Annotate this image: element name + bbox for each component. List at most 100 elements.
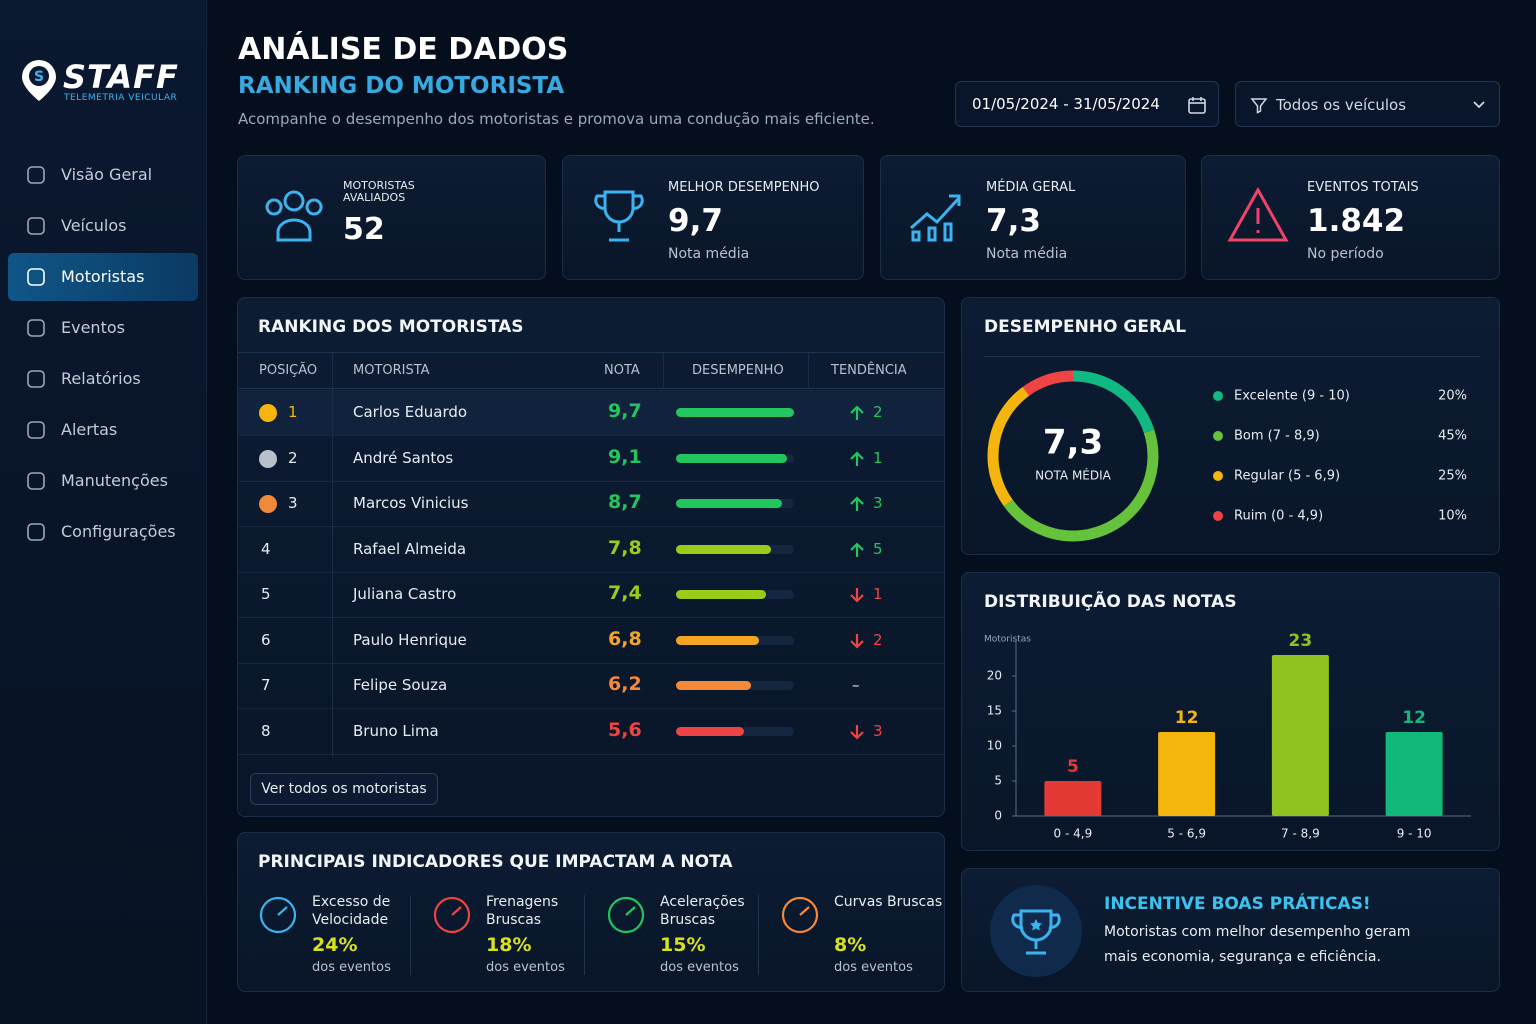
position: 1 bbox=[288, 403, 298, 421]
divider bbox=[984, 356, 1480, 357]
y-tick-label: 5 bbox=[994, 774, 1002, 788]
icon-shape bbox=[27, 523, 45, 541]
score: 8,7 bbox=[608, 491, 642, 513]
icon-shape bbox=[27, 166, 45, 184]
icon-shape bbox=[27, 217, 45, 235]
icon-shape bbox=[27, 472, 45, 490]
nav-item[interactable]: Manutenções bbox=[61, 471, 168, 490]
kpi-value: 7,3 bbox=[986, 203, 1041, 239]
kpi-icon bbox=[910, 194, 961, 242]
kpi-value: 52 bbox=[343, 212, 385, 247]
arrow bbox=[850, 496, 864, 511]
bar bbox=[1271, 655, 1329, 816]
table-row bbox=[238, 390, 944, 436]
nav-icon bbox=[27, 370, 45, 388]
kpi-value: 9,7 bbox=[668, 203, 723, 239]
indicator-note: dos eventos bbox=[660, 960, 739, 975]
incentive-text: mais economia, segurança e eficiência. bbox=[1104, 949, 1381, 965]
donut-chart: Excelente (9 - 10) 20% Bom (7 - 8,9) 45% Reg… bbox=[987, 370, 1467, 542]
nav-item[interactable]: Eventos bbox=[61, 318, 125, 337]
nav-icon bbox=[27, 217, 45, 235]
icon-shape bbox=[607, 896, 645, 934]
indicator-value: 8% bbox=[834, 934, 867, 956]
score-bar bbox=[676, 681, 752, 690]
trend: 1 bbox=[873, 448, 883, 467]
indicator-icon bbox=[781, 896, 819, 934]
donut-title: DESEMPENHO GERAL bbox=[984, 317, 1187, 337]
indicators-card: PRINCIPAIS INDICADORES QUE IMPACTAM A NO… bbox=[237, 832, 945, 992]
column-header: DESEMPENHO bbox=[692, 363, 784, 378]
driver-name: Felipe Souza bbox=[353, 676, 448, 694]
trend-arrow bbox=[850, 496, 864, 511]
nav-item[interactable]: Motoristas bbox=[61, 267, 145, 286]
kpi-card: MÉDIA GERAL 7,3 Nota média bbox=[880, 155, 1186, 280]
table-row bbox=[238, 527, 944, 573]
date-picker[interactable]: 01/05/2024 - 31/05/2024 bbox=[955, 81, 1219, 127]
sidebar: S STAFF TELEMETRIA VEICULAR Visão Geral V… bbox=[0, 0, 207, 1024]
kpi-card: EVENTOS TOTAIS 1.842 No período bbox=[1201, 155, 1500, 280]
svg-text:S: S bbox=[34, 69, 44, 85]
indicator-name: Acelerações Bruscas bbox=[660, 894, 745, 928]
score: 6,2 bbox=[608, 673, 642, 695]
y-tick-label: 20 bbox=[987, 669, 1002, 683]
icon-shape bbox=[27, 319, 45, 337]
nav-item[interactable]: Relatórios bbox=[61, 369, 141, 388]
position: 4 bbox=[261, 539, 271, 558]
divider bbox=[410, 895, 411, 975]
nav-icon bbox=[27, 319, 45, 337]
driver-name: André Santos bbox=[353, 448, 454, 467]
driver-name: Bruno Lima bbox=[353, 721, 439, 740]
kpi-label: MOTORISTAS AVALIADOS bbox=[343, 179, 415, 204]
driver-name: Carlos Eduardo bbox=[353, 403, 468, 421]
trend: 1 bbox=[873, 585, 883, 603]
arrow bbox=[850, 450, 864, 466]
icon-shape bbox=[594, 190, 644, 242]
indicator-note: dos eventos bbox=[312, 960, 391, 975]
indicator-note: dos eventos bbox=[834, 960, 913, 975]
kpi-label: EVENTOS TOTAIS bbox=[1307, 180, 1419, 195]
legend-label: Bom (7 - 8,9) bbox=[1234, 429, 1320, 444]
arrow bbox=[850, 588, 864, 603]
table-row bbox=[238, 436, 944, 482]
nav-icon bbox=[27, 166, 45, 184]
date-range: 01/05/2024 - 31/05/2024 bbox=[972, 95, 1160, 113]
indicator-note: dos eventos bbox=[486, 960, 565, 975]
nav-active bbox=[8, 253, 198, 301]
legend-label: Ruim (0 - 4,9) bbox=[1234, 509, 1323, 524]
score-bar bbox=[676, 544, 771, 554]
view-all-button[interactable]: Ver todos os motoristas bbox=[250, 773, 438, 805]
indicator-value: 15% bbox=[660, 934, 706, 956]
ranking-card: RANKING DOS MOTORISTAS POSIÇÃO MOTORISTA N… bbox=[237, 297, 945, 817]
icon-shape bbox=[1227, 186, 1289, 242]
filter-label: Todos os veículos bbox=[1276, 96, 1407, 114]
ranking-title: RANKING DOS MOTORISTAS bbox=[258, 317, 524, 337]
nav-item[interactable]: Configurações bbox=[61, 522, 176, 541]
nav-item[interactable]: Alertas bbox=[61, 420, 118, 439]
table-row bbox=[238, 618, 944, 664]
trend-arrow bbox=[850, 724, 864, 740]
vehicle-filter[interactable]: Todos os veículos bbox=[1235, 81, 1500, 127]
position: 7 bbox=[261, 676, 271, 694]
kpi-icon bbox=[594, 190, 644, 242]
nav-item[interactable]: Visão Geral bbox=[61, 165, 153, 184]
nav-icon bbox=[27, 268, 45, 286]
donut-segment bbox=[987, 386, 1030, 507]
trend-arrow bbox=[850, 405, 864, 420]
column-header: POSIÇÃO bbox=[259, 363, 318, 378]
score-bar bbox=[676, 590, 767, 599]
score: 7,4 bbox=[608, 582, 642, 604]
column-divider bbox=[808, 352, 809, 389]
trend-arrow bbox=[850, 450, 864, 466]
trend: – bbox=[852, 676, 860, 694]
indicator-icon bbox=[607, 896, 645, 934]
score-bar bbox=[676, 726, 745, 736]
donut-center-value: 7,3 bbox=[1043, 423, 1103, 463]
x-tick-label: 5 - 6,9 bbox=[1167, 827, 1206, 841]
indicator-name: Frenagens Bruscas bbox=[486, 894, 559, 928]
nav-item[interactable]: Veículos bbox=[61, 216, 127, 235]
legend-value: 25% bbox=[1438, 469, 1467, 484]
bar-value: 12 bbox=[1175, 708, 1199, 728]
medal bbox=[259, 449, 277, 468]
x-tick-label: 0 - 4,9 bbox=[1054, 827, 1093, 841]
